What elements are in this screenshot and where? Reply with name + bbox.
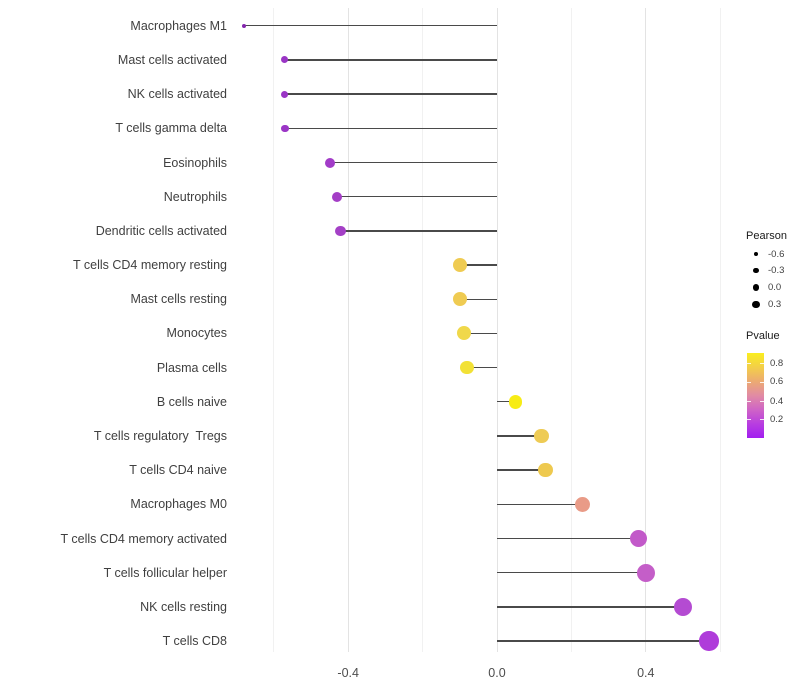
x-axis-tick-label: 0.4 bbox=[637, 666, 655, 680]
y-axis-label: NK cells activated bbox=[127, 87, 227, 102]
lollipop-stem bbox=[497, 469, 546, 471]
y-axis-label: B cells naive bbox=[156, 394, 227, 409]
colorbar-tick bbox=[747, 381, 751, 383]
y-axis-label: T cells CD4 memory activated bbox=[60, 531, 228, 546]
lollipop-dot bbox=[281, 56, 289, 64]
lollipop-stem bbox=[337, 196, 497, 198]
legend-size-label: -0.6 bbox=[768, 248, 785, 260]
legend-size-label: -0.3 bbox=[768, 265, 785, 277]
lollipop-stem bbox=[497, 537, 639, 540]
lollipop-stem bbox=[497, 401, 516, 403]
y-axis-label: Dendritic cells activated bbox=[95, 223, 227, 238]
lollipop-dot bbox=[699, 631, 719, 651]
lollipop-dot bbox=[324, 157, 335, 168]
gridline bbox=[570, 8, 572, 652]
gridline bbox=[496, 8, 498, 652]
pearson-legend-title: Pearson bbox=[746, 230, 787, 242]
lollipop-stem bbox=[497, 606, 683, 608]
lollipop-dot bbox=[452, 258, 467, 273]
y-axis-label: T cells regulatory Tregs bbox=[93, 428, 227, 443]
lollipop-dot bbox=[281, 90, 289, 98]
gridline bbox=[273, 8, 275, 652]
y-axis-label: Macrophages M1 bbox=[130, 18, 227, 33]
y-axis-label: T cells CD8 bbox=[162, 634, 227, 649]
x-axis-tick-label: 0.0 bbox=[488, 666, 506, 680]
lollipop-dot bbox=[281, 124, 289, 132]
legend-size-dot bbox=[752, 284, 760, 291]
colorbar-tick bbox=[760, 419, 764, 421]
legend-size-dot bbox=[752, 300, 760, 309]
colorbar-tick-label: 0.8 bbox=[770, 357, 784, 369]
gridline bbox=[347, 8, 349, 652]
colorbar-tick bbox=[760, 363, 764, 365]
lollipop-stem bbox=[329, 161, 497, 164]
lollipop-stem bbox=[463, 332, 497, 335]
lollipop-stem bbox=[284, 127, 497, 130]
legend-size-label: 0.0 bbox=[768, 282, 782, 294]
lollipop-dot bbox=[460, 360, 475, 375]
lollipop-stem bbox=[467, 366, 497, 369]
lollipop-stem bbox=[284, 59, 497, 61]
lollipop-dot bbox=[636, 563, 655, 582]
colorbar-tick-label: 0.6 bbox=[770, 376, 784, 388]
y-axis-label: Mast cells resting bbox=[130, 292, 227, 307]
colorbar-tick bbox=[747, 363, 751, 365]
lollipop-dot bbox=[574, 496, 591, 513]
colorbar-tick-label: 0.4 bbox=[770, 395, 784, 407]
lollipop-dot bbox=[331, 191, 343, 202]
y-axis-label: T cells CD4 memory resting bbox=[73, 258, 227, 273]
y-axis-label: Macrophages M0 bbox=[130, 497, 227, 512]
legend-size-label: 0.3 bbox=[768, 298, 782, 310]
pvalue-legend-title: Pvalue bbox=[746, 330, 780, 342]
colorbar-tick bbox=[760, 401, 764, 403]
y-axis-label: T cells follicular helper bbox=[103, 565, 227, 580]
lollipop-stem bbox=[497, 571, 646, 574]
pvalue-colorbar bbox=[747, 353, 764, 438]
lollipop-stem bbox=[340, 230, 497, 232]
lollipop-stem bbox=[459, 264, 497, 266]
gridline bbox=[422, 8, 424, 652]
lollipop-dot bbox=[508, 394, 523, 409]
colorbar-tick bbox=[747, 419, 751, 421]
y-axis-label: Eosinophils bbox=[163, 155, 227, 170]
lollipop-stem bbox=[284, 93, 497, 95]
colorbar-tick bbox=[760, 381, 764, 383]
gridline bbox=[719, 8, 721, 652]
lollipop-dot bbox=[673, 597, 693, 617]
y-axis-label: Neutrophils bbox=[163, 189, 227, 204]
lollipop-stem bbox=[244, 25, 497, 27]
lollipop-stem bbox=[497, 640, 710, 642]
lollipop-dot bbox=[534, 428, 549, 444]
lollipop-dot bbox=[241, 23, 247, 29]
y-axis-label: T cells CD4 naive bbox=[129, 463, 227, 478]
lollipop-dot bbox=[629, 530, 647, 547]
x-axis-tick-label: -0.4 bbox=[337, 666, 359, 680]
legend-size-dot bbox=[753, 268, 759, 274]
y-axis-label: Monocytes bbox=[166, 326, 227, 341]
colorbar-tick-label: 0.2 bbox=[770, 413, 784, 425]
lollipop-dot bbox=[452, 292, 467, 307]
y-axis-label: T cells gamma delta bbox=[115, 121, 227, 136]
lollipop-dot bbox=[538, 462, 553, 478]
plot-panel bbox=[237, 8, 729, 652]
lollipop-stem bbox=[497, 435, 542, 437]
lollipop-stem bbox=[459, 298, 497, 300]
lollipop-dot bbox=[456, 326, 471, 341]
colorbar-tick bbox=[747, 401, 751, 403]
gridline bbox=[645, 8, 647, 652]
y-axis-label: Plasma cells bbox=[156, 360, 227, 375]
legend-size-dot bbox=[754, 252, 758, 256]
lollipop-stem bbox=[497, 503, 583, 505]
y-axis-label: Mast cells activated bbox=[117, 52, 227, 67]
lollipop-dot bbox=[335, 225, 347, 237]
y-axis-label: NK cells resting bbox=[140, 599, 227, 614]
